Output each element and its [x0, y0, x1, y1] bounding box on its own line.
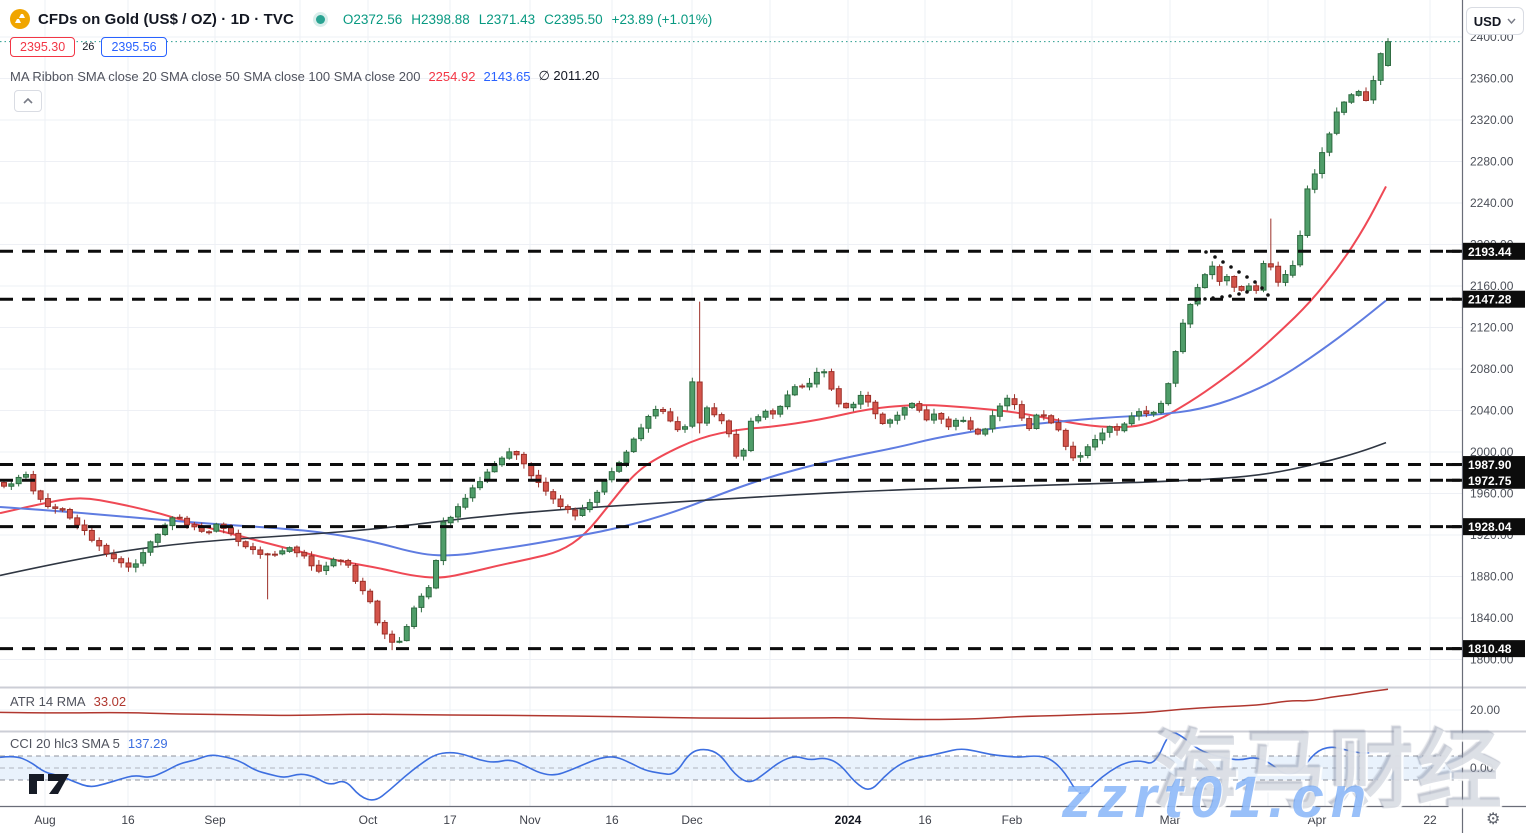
atr-label: ATR 14 RMA: [10, 694, 86, 709]
gold-symbol-icon: [10, 9, 30, 29]
watermark-url: zzrt01.cn: [1062, 765, 1374, 830]
price-level-tags: 2193.44 2147.28 1987.90 1972.75 1928.04 1810.…: [1446, 242, 1525, 658]
svg-text:22: 22: [1423, 813, 1437, 827]
symbol-title[interactable]: CFDs on Gold (US$ / OZ) · 1D · TVC: [38, 10, 294, 28]
chevron-down-icon: [1507, 18, 1516, 24]
spread-value: 26: [82, 41, 95, 53]
cci-label: CCI 20 hlc3 SMA 5: [10, 736, 120, 751]
svg-text:2080.00: 2080.00: [1470, 362, 1514, 376]
svg-text:Feb: Feb: [1002, 813, 1023, 827]
svg-text:Apr: Apr: [1308, 813, 1327, 827]
svg-text:2193.44: 2193.44: [1468, 245, 1512, 259]
svg-text:Oct: Oct: [359, 813, 378, 827]
cci-value: 137.29: [127, 736, 168, 751]
svg-text:20.00: 20.00: [1470, 703, 1500, 717]
svg-text:2240.00: 2240.00: [1470, 196, 1514, 210]
dotted-annotation: [1194, 250, 1270, 302]
svg-text:2280.00: 2280.00: [1470, 155, 1514, 169]
price-level-lines: [0, 249, 1462, 651]
ma-ribbon-label: MA Ribbon SMA close 20 SMA close 50 SMA …: [10, 68, 421, 84]
tradingview-logo-icon[interactable]: [24, 771, 80, 802]
svg-text:16: 16: [605, 813, 619, 827]
cci-legend[interactable]: CCI 20 hlc3 SMA 5 137.29: [10, 736, 168, 751]
ohlc-values: O2372.56 H2398.88 L2371.43 C2395.50 +23.…: [343, 12, 712, 27]
ma-average-value: ∅ 2011.20: [538, 68, 600, 83]
bid-ask-row: 2395.30 26 2395.56: [10, 37, 167, 57]
ma-ribbon-legend[interactable]: MA Ribbon SMA close 20 SMA close 50 SMA …: [10, 68, 599, 84]
svg-text:2147.28: 2147.28: [1468, 293, 1512, 307]
svg-text:16: 16: [918, 813, 932, 827]
ma-red-value: 2254.92: [428, 68, 476, 84]
sma-slow-line: [0, 441, 1387, 577]
svg-text:16: 16: [121, 813, 135, 827]
svg-text:Nov: Nov: [519, 813, 540, 827]
svg-text:2360.00: 2360.00: [1470, 72, 1514, 86]
collapse-legend-button[interactable]: [14, 90, 42, 112]
buy-button[interactable]: 2395.56: [101, 37, 167, 57]
svg-text:1960.00: 1960.00: [1470, 487, 1514, 501]
svg-text:Aug: Aug: [34, 813, 55, 827]
svg-text:2024: 2024: [835, 813, 862, 827]
grid-lines: [0, 0, 1462, 806]
svg-text:Sep: Sep: [204, 813, 226, 827]
svg-text:1987.90: 1987.90: [1468, 458, 1512, 472]
svg-text:1880.00: 1880.00: [1470, 570, 1514, 584]
svg-text:2000.00: 2000.00: [1470, 445, 1514, 459]
currency-unit-label: USD: [1473, 13, 1502, 29]
svg-text:1840.00: 1840.00: [1470, 611, 1514, 625]
svg-text:2320.00: 2320.00: [1470, 113, 1514, 127]
svg-text:2040.00: 2040.00: [1470, 404, 1514, 418]
sma-mid-line: [0, 299, 1387, 557]
watermark-chinese: 海马财经: [1152, 723, 1504, 819]
svg-text:Dec: Dec: [681, 813, 702, 827]
svg-text:1972.75: 1972.75: [1468, 474, 1512, 488]
svg-text:1810.48: 1810.48: [1468, 642, 1512, 656]
svg-text:1928.04: 1928.04: [1468, 520, 1512, 534]
atr-legend[interactable]: ATR 14 RMA 33.02: [10, 694, 126, 709]
close-value: C2395.50: [544, 11, 603, 27]
high-value: H2398.88: [411, 11, 470, 27]
atr-value: 33.02: [93, 694, 127, 709]
open-value: O2372.56: [342, 11, 403, 27]
candles: [1, 38, 1391, 651]
svg-text:Mar: Mar: [1160, 813, 1181, 827]
atr-line: [0, 688, 1389, 721]
change-value: +23.89 (+1.01%): [611, 11, 713, 27]
time-axis-labels[interactable]: Aug 16 Sep Oct 17 Nov 16 Dec 2024 16 Feb Mar Apr 22: [34, 813, 1437, 827]
symbol-header: CFDs on Gold (US$ / OZ) · 1D · TVC O2372…: [10, 9, 712, 29]
svg-text:2160.00: 2160.00: [1470, 279, 1514, 293]
cci-line: [0, 732, 1389, 801]
svg-text:2120.00: 2120.00: [1470, 321, 1514, 335]
currency-unit-dropdown[interactable]: USD: [1466, 7, 1524, 35]
chevron-up-icon: [23, 98, 33, 104]
axis-settings-gear-icon[interactable]: ⚙: [1486, 811, 1501, 828]
ma-blue-value: 2143.65: [483, 68, 531, 84]
svg-text:0.00: 0.00: [1470, 761, 1494, 775]
sell-button[interactable]: 2395.30: [10, 37, 76, 57]
market-status-icon[interactable]: [315, 14, 325, 24]
svg-text:17: 17: [443, 813, 457, 827]
low-value: L2371.43: [478, 11, 536, 27]
